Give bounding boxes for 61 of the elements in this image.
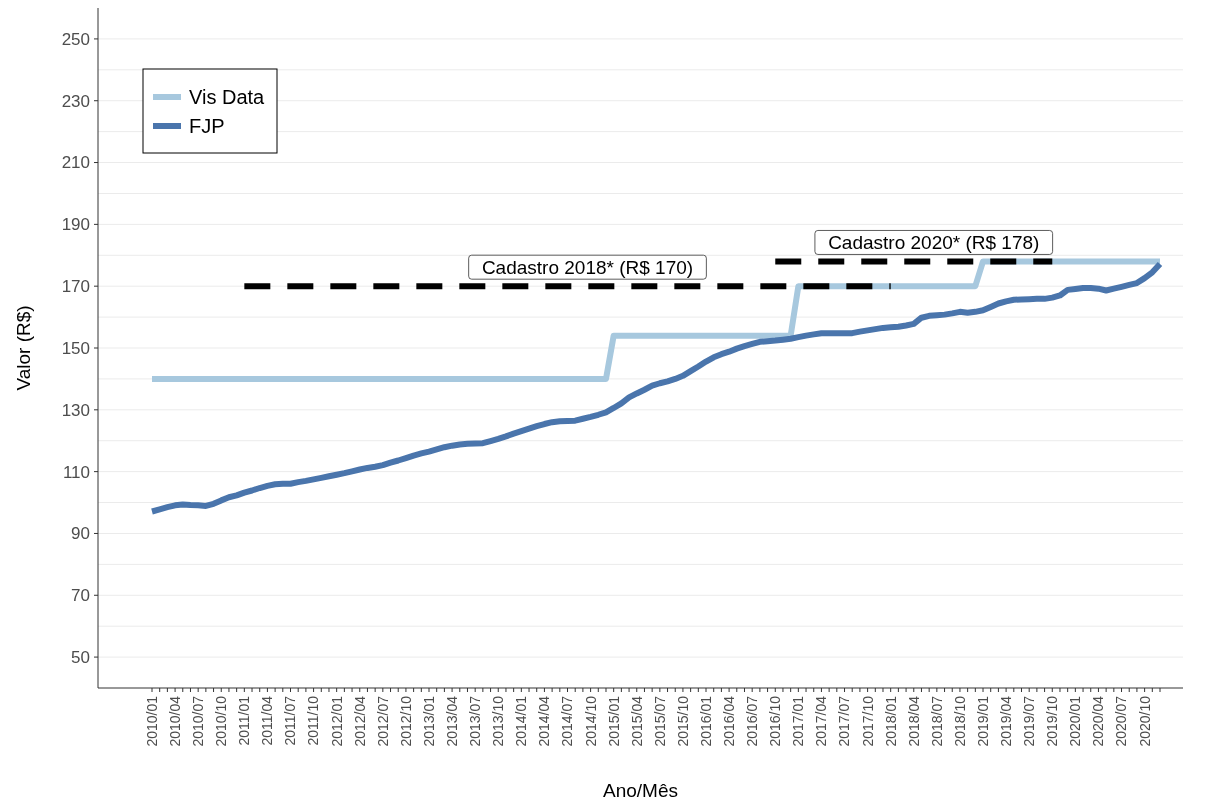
- x-tick-label: 2018/04: [905, 695, 922, 747]
- x-tick-label: 2011/04: [259, 695, 276, 746]
- x-tick-label: 2014/07: [559, 695, 576, 747]
- x-tick-label: 2018/10: [951, 695, 968, 747]
- annotation: Cadastro 2018* (R$ 170): [481, 256, 694, 278]
- x-tick-label: 2017/01: [790, 695, 807, 747]
- y-tick-label: 170: [61, 277, 90, 297]
- y-axis-title: Valor (R$): [13, 305, 34, 391]
- x-tick-label: 2012/10: [397, 695, 414, 747]
- x-tick-label: 2015/04: [628, 695, 645, 747]
- y-tick-label: 130: [61, 400, 90, 420]
- y-tick-label: 250: [61, 29, 90, 49]
- x-tick-label: 2016/04: [721, 695, 737, 747]
- x-tick-label: 2011/10: [305, 695, 322, 746]
- x-tick-label: 2018/07: [928, 695, 945, 747]
- x-tick-label: 2015/01: [605, 695, 622, 747]
- legend-label: Vis Data: [189, 86, 266, 108]
- x-tick-label: 2014/01: [513, 695, 530, 747]
- y-tick-label: 90: [71, 524, 90, 544]
- x-tick-label: 2012/07: [374, 695, 391, 747]
- x-tick-label: 2013/07: [467, 695, 484, 747]
- x-tick-label: 2010/07: [190, 695, 207, 747]
- y-tick-label: 70: [71, 586, 90, 606]
- x-tick-label: 2020/01: [1067, 695, 1084, 747]
- x-tick-label: 2016/01: [697, 695, 714, 747]
- y-tick-label: 110: [62, 462, 90, 482]
- x-tick-label: 2019/10: [1044, 695, 1061, 747]
- x-tick-label: 2017/10: [859, 695, 876, 747]
- x-tick-label: 2017/04: [813, 695, 830, 747]
- x-tick-label: 2019/04: [998, 695, 1015, 747]
- x-tick-label: 2013/04: [443, 695, 460, 747]
- legend-label: FJP: [189, 115, 225, 137]
- x-tick-label: 2015/10: [674, 695, 691, 747]
- y-tick-label: 190: [61, 215, 90, 235]
- x-tick-label: 2010/01: [143, 695, 160, 747]
- x-tick-label: 2010/04: [166, 695, 183, 747]
- x-tick-label: 2014/10: [582, 695, 599, 747]
- x-tick-label: 2019/07: [1021, 695, 1038, 747]
- x-tick-label: 2018/01: [882, 695, 899, 747]
- x-axis-title: Ano/Mês: [603, 780, 678, 801]
- x-tick-label: 2017/07: [836, 695, 853, 747]
- annotation: Cadastro 2020* (R$ 178): [828, 232, 1040, 254]
- x-tick-label: 2013/10: [490, 695, 507, 747]
- x-tick-label: 2020/04: [1090, 695, 1107, 747]
- x-tick-label: 2020/10: [1136, 695, 1153, 747]
- x-tick-label: 2012/01: [328, 695, 345, 747]
- x-tick-label: 2016/07: [744, 695, 761, 747]
- x-tick-label: 2010/10: [213, 695, 230, 747]
- y-tick-label: 150: [61, 338, 90, 358]
- x-tick-label: 2014/04: [536, 695, 553, 747]
- y-tick-label: 50: [71, 648, 90, 668]
- y-tick-label: 230: [61, 91, 90, 111]
- y-tick-label: 210: [61, 153, 90, 173]
- x-tick-label: 2011/01: [236, 695, 253, 746]
- x-tick-label: 2016/10: [767, 695, 784, 747]
- x-tick-label: 2011/07: [282, 695, 299, 746]
- x-tick-label: 2019/01: [974, 695, 991, 747]
- x-tick-label: 2012/04: [351, 695, 368, 747]
- x-tick-label: 2020/07: [1113, 695, 1130, 747]
- x-tick-label: 2013/01: [420, 695, 437, 747]
- x-tick-label: 2015/07: [651, 695, 668, 747]
